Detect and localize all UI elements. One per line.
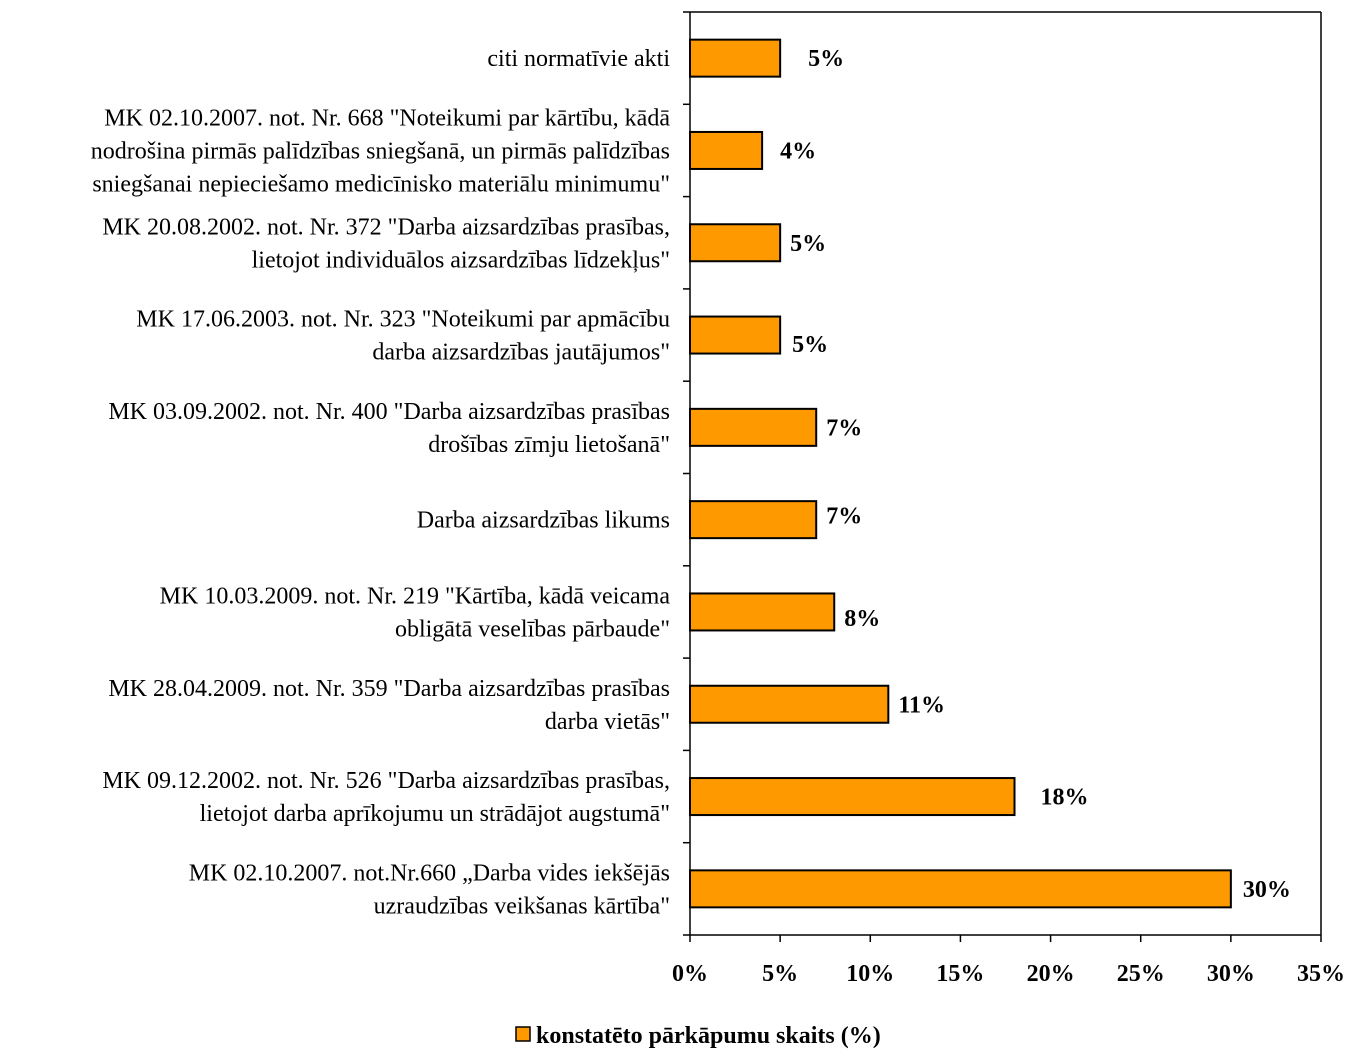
category-label: darba vietās" bbox=[545, 709, 670, 735]
x-tick-label: 15% bbox=[936, 961, 984, 987]
value-label: 5% bbox=[808, 46, 844, 72]
x-tick-label: 20% bbox=[1027, 961, 1075, 987]
category-label: MK 28.04.2009. not. Nr. 359 "Darba aizsa… bbox=[108, 676, 670, 702]
category-label: MK 17.06.2003. not. Nr. 323 "Noteikumi p… bbox=[136, 307, 670, 333]
bar bbox=[689, 592, 836, 632]
category-label: drošības zīmju lietošanā" bbox=[428, 432, 670, 458]
bar bbox=[689, 500, 818, 540]
category-label: darba aizsardzības jautājumos" bbox=[372, 340, 670, 366]
category-label: lietojot individuālos aizsardzības līdze… bbox=[252, 247, 670, 273]
value-label: 18% bbox=[1041, 785, 1089, 811]
bar bbox=[689, 38, 782, 78]
legend-label: konstatēto pārkāpumu skaits (%) bbox=[536, 1023, 881, 1049]
value-label: 7% bbox=[826, 415, 862, 441]
value-label: 5% bbox=[790, 231, 826, 257]
category-label: uzraudzības veikšanas kārtība" bbox=[374, 893, 670, 919]
value-label: 5% bbox=[792, 332, 828, 358]
x-tick-label: 10% bbox=[846, 961, 894, 987]
category-label: MK 03.09.2002. not. Nr. 400 "Darba aizsa… bbox=[108, 399, 670, 425]
value-label: 4% bbox=[780, 138, 816, 164]
value-label: 30% bbox=[1243, 877, 1291, 903]
category-label: lietojot darba aprīkojumu un strādājot a… bbox=[200, 801, 670, 827]
legend-swatch bbox=[515, 1026, 531, 1042]
value-label: 7% bbox=[826, 504, 862, 530]
bar bbox=[689, 223, 782, 263]
legend: konstatēto pārkāpumu skaits (%) bbox=[515, 1023, 881, 1049]
category-label: MK 09.12.2002. not. Nr. 526 "Darba aizsa… bbox=[102, 768, 670, 794]
value-label: 11% bbox=[898, 692, 945, 718]
category-label: obligātā veselības pārbaude" bbox=[395, 616, 670, 642]
x-tick-label: 5% bbox=[762, 961, 798, 987]
bar bbox=[689, 777, 1016, 817]
category-label: nodrošina pirmās palīdzības sniegšanā, u… bbox=[91, 138, 670, 164]
x-tick-label: 25% bbox=[1117, 961, 1165, 987]
value-label: 8% bbox=[844, 606, 880, 632]
category-label: citi normatīvie akti bbox=[487, 46, 670, 72]
x-tick-label: 30% bbox=[1207, 961, 1255, 987]
category-label: MK 02.10.2007. not.Nr.660 „Darba vides i… bbox=[189, 860, 670, 886]
bar bbox=[689, 684, 890, 724]
category-label: MK 10.03.2009. not. Nr. 219 "Kārtība, kā… bbox=[160, 583, 671, 609]
category-label: MK 02.10.2007. not. Nr. 668 "Noteikumi p… bbox=[104, 105, 670, 131]
bar bbox=[689, 869, 1232, 909]
x-tick-label: 35% bbox=[1297, 961, 1345, 987]
x-tick-label: 0% bbox=[672, 961, 708, 987]
bar bbox=[689, 130, 764, 170]
category-label: Darba aizsardzības likums bbox=[417, 508, 670, 534]
category-label: MK 20.08.2002. not. Nr. 372 "Darba aizsa… bbox=[102, 214, 670, 240]
bar bbox=[689, 407, 818, 447]
plot-area: 0% 5% 10% 15% 20% 25% 30% 35% 5% citi normatīvie … bbox=[91, 11, 1345, 987]
category-label: sniegšanai nepieciešamo medicīnisko mate… bbox=[92, 171, 670, 197]
bar bbox=[689, 315, 782, 355]
